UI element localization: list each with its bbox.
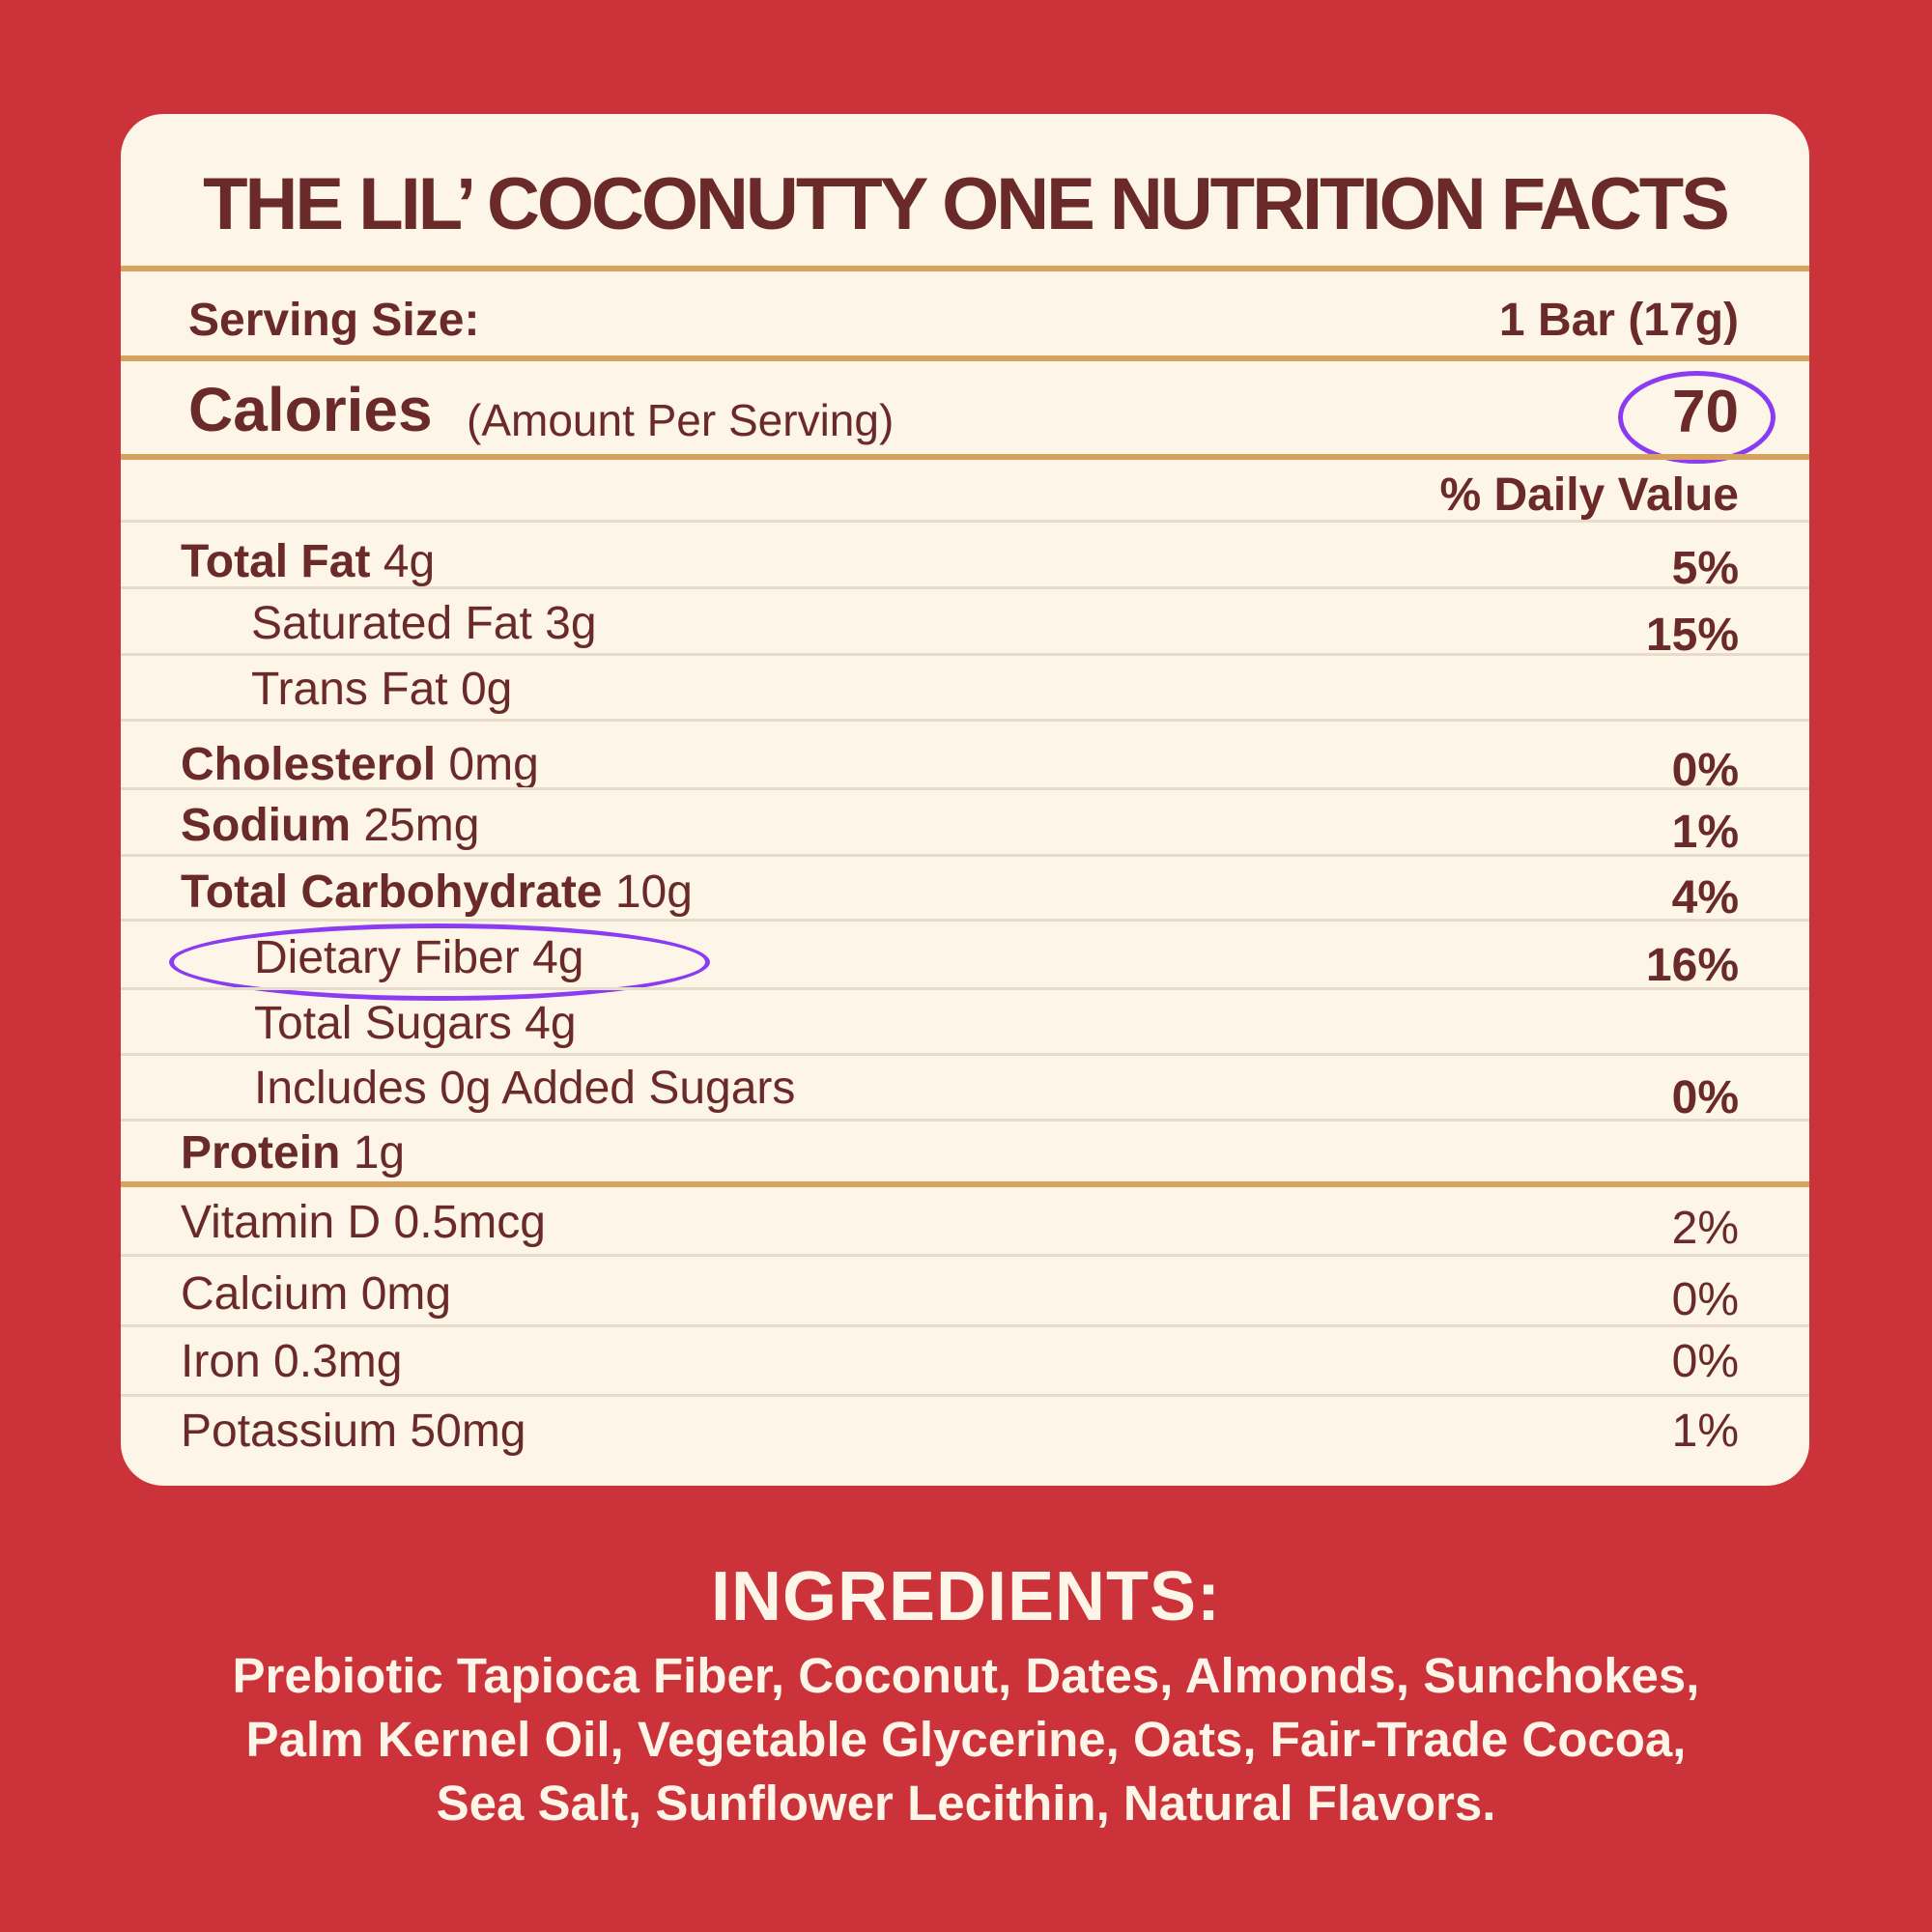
vitamin-dv-iron: 0%: [1671, 1336, 1739, 1387]
fiber-highlight-circle: [169, 923, 710, 1001]
nutrient-label-saturated-fat: Saturated Fat 3g: [251, 598, 597, 649]
row-divider: [121, 787, 1809, 790]
row-divider: [121, 1324, 1809, 1327]
nutrient-dv-cholesterol: 0%: [1671, 745, 1739, 796]
calories-highlight-circle: [1618, 371, 1776, 464]
row-divider: [121, 1254, 1809, 1257]
rule-dv: [121, 520, 1809, 523]
ingredients-line-1: Prebiotic Tapioca Fiber, Coconut, Dates,…: [232, 1648, 1700, 1703]
nutrient-label-trans-fat: Trans Fat 0g: [251, 664, 513, 715]
calories-note: (Amount Per Serving): [467, 395, 895, 445]
row-divider: [121, 586, 1809, 589]
vitamin-dv-potassium: 1%: [1671, 1406, 1739, 1457]
row-divider: [121, 653, 1809, 656]
calories-label: Calories: [188, 375, 433, 444]
vitamin-label-vitamin-d: Vitamin D 0.5mcg: [181, 1197, 546, 1248]
nutrient-dv-sodium: 1%: [1671, 807, 1739, 858]
vitamin-dv-vitamin-d: 2%: [1671, 1203, 1739, 1254]
vitamin-label-potassium: Potassium 50mg: [181, 1406, 526, 1457]
vitamin-label-calcium: Calcium 0mg: [181, 1268, 452, 1320]
daily-value-header: % Daily Value: [1439, 469, 1740, 521]
row-divider: [121, 1394, 1809, 1397]
row-divider: [121, 854, 1809, 857]
vitamin-dv-calcium: 0%: [1671, 1274, 1739, 1325]
row-divider: [121, 919, 1809, 922]
row-divider: [121, 1119, 1809, 1122]
nutrient-dv-added-sugars: 0%: [1671, 1072, 1739, 1123]
nutrient-label-total-carbohydrate: Total Carbohydrate 10g: [181, 867, 693, 918]
ingredients-line-2: Palm Kernel Oil, Vegetable Glycerine, Oa…: [245, 1712, 1687, 1767]
serving-size-value: 1 Bar (17g): [1498, 295, 1739, 346]
nutrient-label-sodium: Sodium 25mg: [181, 800, 480, 851]
nutrient-label-added-sugars: Includes 0g Added Sugars: [254, 1063, 796, 1114]
nutrient-label-total-sugars: Total Sugars 4g: [254, 998, 577, 1049]
ingredients-heading: INGREDIENTS:: [710, 1558, 1222, 1635]
serving-size-label: Serving Size:: [188, 295, 480, 346]
nutrient-label-cholesterol: Cholesterol 0mg: [181, 739, 539, 790]
nutrient-dv-total-carbohydrate: 4%: [1671, 872, 1739, 923]
row-divider: [121, 987, 1809, 990]
vitamin-label-iron: Iron 0.3mg: [181, 1336, 403, 1387]
rule-top: [121, 266, 1809, 271]
nutrient-dv-dietary-fiber: 16%: [1645, 940, 1739, 991]
row-divider: [121, 1053, 1809, 1056]
rule-calories: [121, 454, 1809, 460]
nutrient-dv-total-fat: 5%: [1671, 543, 1739, 594]
nutrition-facts-panel: THE LIL’ COCONUTTY ONE NUTRITION FACTS S…: [121, 114, 1809, 1486]
panel-title: THE LIL’ COCONUTTY ONE NUTRITION FACTS: [203, 163, 1730, 245]
rule-protein: [121, 1181, 1809, 1187]
ingredients-line-3: Sea Salt, Sunflower Lecithin, Natural Fl…: [436, 1776, 1496, 1831]
row-divider: [121, 719, 1809, 722]
nutrient-label-protein: Protein 1g: [181, 1127, 406, 1179]
rule-serving: [121, 355, 1809, 361]
nutrient-label-total-fat: Total Fat 4g: [181, 536, 436, 587]
nutrient-dv-saturated-fat: 15%: [1645, 610, 1739, 661]
